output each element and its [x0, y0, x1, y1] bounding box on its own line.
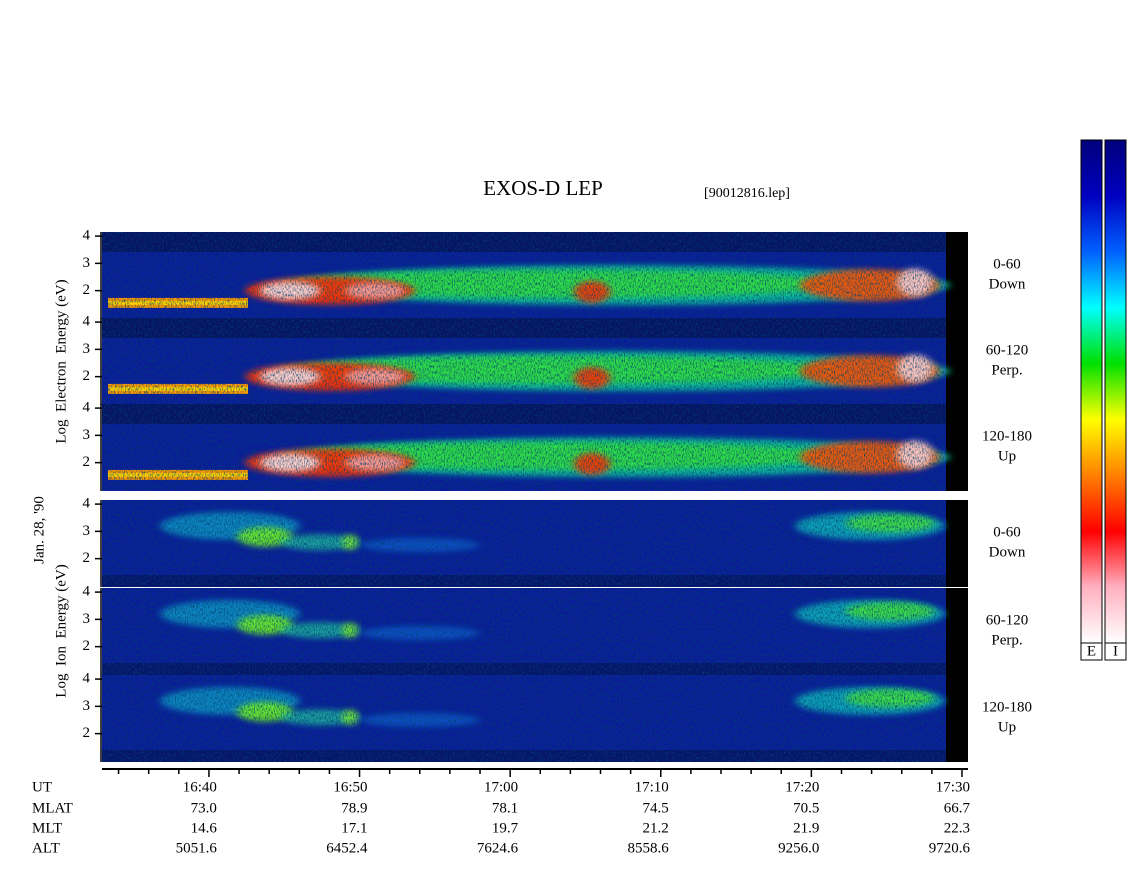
ephemeris-value: 17.1	[341, 820, 367, 836]
ephemeris-value: 70.5	[793, 800, 819, 816]
y-tick-label: 3	[83, 255, 91, 271]
panel-blank	[946, 500, 968, 587]
panel-label: 60-120	[986, 342, 1029, 358]
noise	[102, 318, 946, 405]
y-tick-label: 2	[83, 550, 91, 566]
x-tick-label: 17:10	[635, 779, 669, 795]
noise	[102, 675, 946, 762]
y-tick-label: 3	[83, 341, 91, 357]
y-axis-label: Log Ion Energy (eV)	[53, 564, 69, 697]
panel-blank	[946, 404, 968, 491]
chart-title: EXOS-D LEP	[483, 176, 603, 200]
y-tick-label: 2	[83, 282, 91, 298]
panel-label: Perp.	[991, 362, 1022, 378]
noise	[102, 232, 946, 319]
x-tick-label: 16:50	[333, 779, 367, 795]
ephemeris-value: 19.7	[492, 820, 519, 836]
panel-blank	[946, 588, 968, 675]
ephemeris-value: 9720.6	[929, 840, 971, 856]
panel-label: 120-180	[982, 428, 1032, 444]
x-tick-label: 16:40	[183, 779, 217, 795]
colorbar	[1104, 139, 1127, 644]
panel-label: 0-60	[993, 256, 1021, 272]
ephemeris-value: 5051.6	[176, 840, 218, 856]
ephemeris-label: ALT	[32, 840, 60, 856]
y-tick-label: 4	[83, 671, 91, 687]
file-name: [90012816.lep]	[704, 186, 790, 201]
ephemeris-label: UT	[32, 779, 52, 795]
x-tick-label: 17:20	[785, 779, 819, 795]
y-tick-label: 2	[83, 638, 91, 654]
ephemeris-value: 73.0	[191, 800, 217, 816]
ephemeris-label: MLAT	[32, 800, 73, 816]
spectrogram-panel	[102, 675, 968, 762]
ephemeris-value: 78.1	[492, 800, 518, 816]
colorbar-label-box	[1104, 642, 1127, 661]
ephemeris-value: 7624.6	[477, 840, 519, 856]
ephemeris-value: 66.7	[944, 800, 971, 816]
noise	[102, 404, 946, 491]
y-tick-label: 2	[83, 368, 91, 384]
y-tick-label: 4	[83, 228, 91, 244]
ephemeris-value: 9256.0	[778, 840, 819, 856]
y-tick-label: 3	[83, 523, 91, 539]
x-tick-label: 17:30	[936, 779, 970, 795]
noise	[102, 588, 946, 675]
ephemeris-value: 21.9	[793, 820, 819, 836]
panel-label: Down	[989, 544, 1026, 560]
panel-label: Perp.	[991, 632, 1022, 648]
y-tick-label: 4	[83, 314, 91, 330]
panel-label: 120-180	[982, 699, 1032, 715]
ephemeris-value: 78.9	[341, 800, 367, 816]
colorbar-label-box	[1080, 642, 1103, 661]
y-tick-label: 3	[83, 698, 91, 714]
colorbar-label: E	[1087, 643, 1096, 659]
spectrogram-panel	[102, 232, 968, 319]
spectrogram-panel	[102, 318, 968, 405]
spectrogram-panel	[102, 588, 968, 675]
y-tick-label: 2	[83, 725, 91, 741]
panel-blank	[946, 318, 968, 405]
y-tick-label: 4	[83, 496, 91, 512]
panel-blank	[946, 232, 968, 319]
y-tick-label: 3	[83, 611, 91, 627]
spectrogram-panel	[102, 500, 968, 587]
date-label: Jan. 28, '90	[31, 496, 47, 564]
panel-blank	[946, 675, 968, 762]
panel-label: 60-120	[986, 612, 1029, 628]
panel-label: Up	[998, 719, 1016, 735]
ephemeris-value: 22.3	[944, 820, 970, 836]
y-tick-label: 3	[83, 427, 91, 443]
ephemeris-value: 6452.4	[326, 840, 368, 856]
panel-label: Down	[989, 276, 1026, 292]
colorbar-label: I	[1113, 643, 1118, 659]
panel-label: Up	[998, 448, 1016, 464]
y-axis-label: Log Electron Energy (eV)	[53, 279, 69, 443]
ephemeris-label: MLT	[32, 820, 62, 836]
ephemeris-value: 8558.6	[628, 840, 670, 856]
noise	[102, 500, 946, 587]
y-tick-label: 2	[83, 454, 91, 470]
ephemeris-value: 74.5	[643, 800, 669, 816]
panel-label: 0-60	[993, 524, 1021, 540]
y-tick-label: 4	[83, 400, 91, 416]
x-tick-label: 17:00	[484, 779, 518, 795]
spectrogram-panel	[102, 404, 968, 491]
y-tick-label: 4	[83, 584, 91, 600]
ephemeris-value: 21.2	[643, 820, 669, 836]
ephemeris-value: 14.6	[191, 820, 218, 836]
colorbar	[1080, 139, 1103, 644]
